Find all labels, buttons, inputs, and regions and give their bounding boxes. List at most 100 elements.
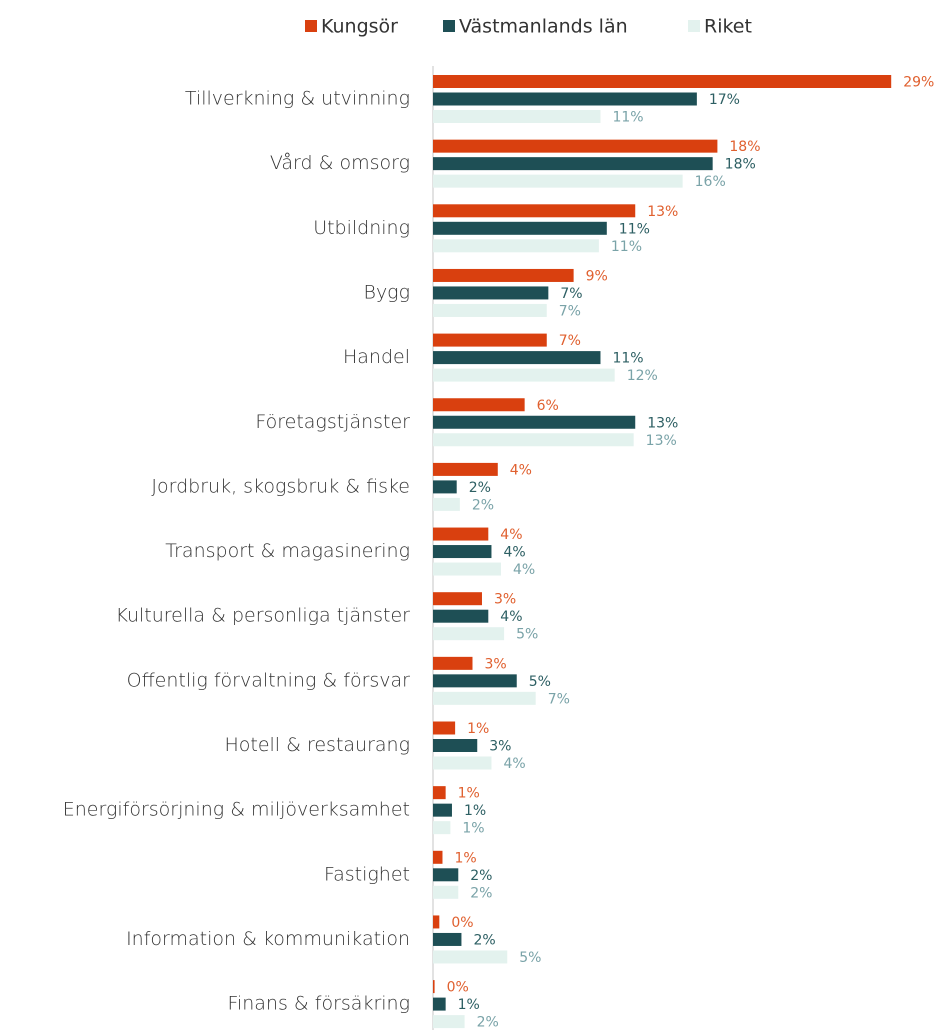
category-label: Jordbruk, skogsbruk & fiske <box>151 475 410 497</box>
legend-swatch <box>688 20 700 32</box>
bar <box>433 221 607 235</box>
value-label: 4% <box>513 562 535 578</box>
bar <box>433 997 446 1011</box>
bar <box>433 415 636 429</box>
value-label: 2% <box>469 480 491 496</box>
bar <box>433 174 683 188</box>
value-label: 4% <box>500 609 522 625</box>
bar <box>433 803 452 817</box>
value-label: 7% <box>548 691 570 707</box>
value-label: 1% <box>458 997 480 1013</box>
category-label: Energiförsörjning & miljöverksamhet <box>63 799 410 821</box>
bar <box>433 433 634 447</box>
category-label: Handel <box>343 346 410 368</box>
category-label: Bygg <box>364 281 411 303</box>
bar <box>433 497 460 511</box>
bar <box>433 368 615 382</box>
legend-label: Västmanlands län <box>459 16 628 38</box>
value-label: 11% <box>612 110 643 126</box>
value-label: 2% <box>472 497 494 513</box>
value-label: 4% <box>510 462 532 478</box>
value-label: 29% <box>903 75 934 91</box>
value-label: 3% <box>494 592 516 608</box>
value-label: 5% <box>519 950 541 966</box>
category-label: Kulturella & personliga tjänster <box>115 605 410 627</box>
value-label: 1% <box>467 721 489 737</box>
bar <box>433 157 713 171</box>
legend-label: Riket <box>704 16 752 38</box>
value-label: 3% <box>489 739 511 755</box>
value-label: 7% <box>559 303 581 319</box>
value-label: 13% <box>647 415 678 431</box>
value-label: 16% <box>695 174 726 190</box>
category-label: Vård & omsorg <box>270 152 410 174</box>
value-label: 13% <box>647 204 678 220</box>
bar <box>433 527 489 541</box>
value-label: 17% <box>709 92 740 108</box>
bar <box>433 92 697 106</box>
bar <box>433 950 508 964</box>
bar <box>433 821 451 835</box>
bar <box>433 850 443 864</box>
bar <box>433 545 492 559</box>
bar <box>433 268 574 282</box>
bar <box>433 333 547 347</box>
bar <box>433 592 482 606</box>
bar <box>433 1015 465 1029</box>
category-label: Information & kommunikation <box>126 928 410 950</box>
legend-label: Kungsör <box>321 16 398 38</box>
category-label: Företagstjänster <box>255 411 410 433</box>
bar <box>433 351 601 365</box>
bar <box>433 110 601 123</box>
bar <box>433 139 718 153</box>
bar <box>433 885 459 899</box>
value-label: 5% <box>516 627 538 643</box>
value-label: 1% <box>454 850 476 866</box>
bar <box>433 932 462 946</box>
bar <box>433 786 446 800</box>
bar <box>433 562 501 576</box>
category-label: Finans & försäkring <box>227 993 410 1015</box>
value-label: 11% <box>611 239 642 255</box>
value-label: 18% <box>725 157 756 173</box>
value-label: 1% <box>462 821 484 837</box>
bar <box>433 674 517 688</box>
bar <box>433 204 636 218</box>
bar <box>433 75 892 88</box>
value-label: 0% <box>451 915 473 931</box>
bar <box>433 656 473 670</box>
value-label: 1% <box>458 786 480 802</box>
category-label: Offentlig förvaltning & försvar <box>127 669 411 691</box>
value-label: 13% <box>646 433 677 449</box>
legend-swatch <box>305 20 317 32</box>
bar <box>433 303 547 317</box>
value-label: 1% <box>464 803 486 819</box>
value-label: 2% <box>470 868 492 884</box>
value-label: 9% <box>586 268 608 284</box>
category-label: Tillverkning & utvinning <box>185 88 410 110</box>
bar <box>433 480 457 494</box>
category-label: Utbildning <box>313 217 410 239</box>
bar <box>433 691 536 705</box>
bar <box>433 609 489 623</box>
value-label: 4% <box>503 545 525 561</box>
category-label: Hotell & restaurang <box>224 734 410 756</box>
bar <box>433 721 456 735</box>
bar <box>433 398 525 412</box>
bar <box>433 627 505 641</box>
category-label: Transport & magasinering <box>165 540 410 562</box>
value-label: 4% <box>503 756 525 772</box>
value-label: 2% <box>477 1015 499 1030</box>
bar <box>433 239 599 253</box>
bar <box>433 868 459 882</box>
value-label: 11% <box>612 351 643 367</box>
bar <box>433 462 498 476</box>
value-label: 7% <box>559 333 581 349</box>
value-label: 5% <box>529 674 551 690</box>
value-label: 2% <box>473 932 495 948</box>
category-label: Fastighet <box>324 863 410 885</box>
bar <box>433 756 492 770</box>
value-label: 2% <box>470 885 492 901</box>
value-label: 11% <box>619 221 650 237</box>
